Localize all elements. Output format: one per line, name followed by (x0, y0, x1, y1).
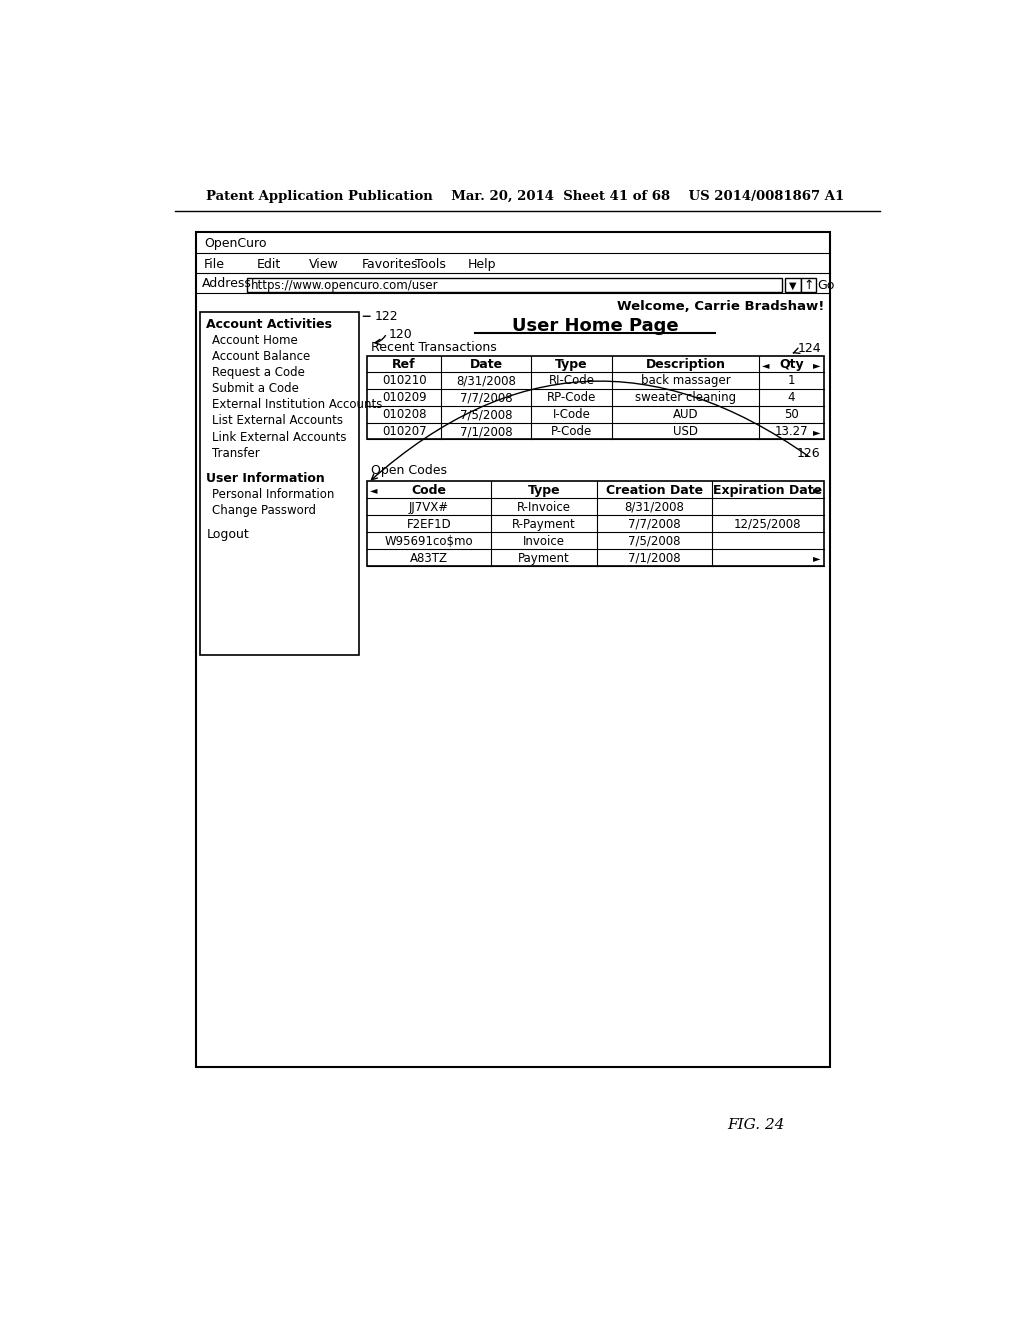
Text: 010208: 010208 (382, 408, 426, 421)
Text: Payment: Payment (518, 552, 570, 565)
Text: JJ7VX#: JJ7VX# (409, 500, 450, 513)
Text: 8/31/2008: 8/31/2008 (457, 375, 516, 388)
Bar (247, 277, 782, 292)
Bar (197, 231, 830, 1067)
Text: Link External Accounts: Link External Accounts (212, 430, 347, 444)
Text: F2EF1D: F2EF1D (407, 517, 452, 531)
Text: Help: Help (467, 259, 496, 271)
Text: 122: 122 (375, 310, 398, 323)
Text: 7/7/2008: 7/7/2008 (460, 391, 513, 404)
Text: Account Activities: Account Activities (206, 318, 332, 331)
Text: Logout: Logout (206, 528, 249, 541)
Text: Submit a Code: Submit a Code (212, 381, 299, 395)
Text: sweater cleaning: sweater cleaning (635, 391, 736, 404)
Text: 50: 50 (784, 408, 799, 421)
Text: OpenCuro: OpenCuro (204, 238, 266, 251)
Text: 120: 120 (388, 329, 412, 342)
Bar (785, 277, 801, 292)
Text: Account Home: Account Home (212, 334, 298, 347)
Text: 7/5/2008: 7/5/2008 (460, 408, 513, 421)
Text: View: View (309, 259, 339, 271)
Text: Expiration Date: Expiration Date (714, 483, 822, 496)
Text: ↑: ↑ (803, 279, 814, 292)
Text: 1: 1 (787, 375, 796, 388)
Text: ►: ► (813, 553, 821, 564)
Bar (200, 313, 359, 655)
Text: RP-Code: RP-Code (547, 391, 596, 404)
Text: R-Invoice: R-Invoice (517, 500, 571, 513)
Text: Personal Information: Personal Information (212, 487, 335, 500)
Bar (801, 277, 816, 292)
Text: Favorites: Favorites (362, 259, 419, 271)
Text: User Information: User Information (206, 473, 325, 486)
Text: 010209: 010209 (382, 391, 426, 404)
Text: 13.27: 13.27 (775, 425, 808, 438)
Text: A83TZ: A83TZ (410, 552, 447, 565)
Text: FIG. 24: FIG. 24 (727, 1118, 784, 1131)
Text: 7/5/2008: 7/5/2008 (629, 535, 681, 548)
Text: RI-Code: RI-Code (549, 375, 595, 388)
Text: Type: Type (555, 358, 588, 371)
Text: back massager: back massager (641, 375, 730, 388)
Text: https://www.opencuro.com/user: https://www.opencuro.com/user (251, 279, 438, 292)
Text: List External Accounts: List External Accounts (212, 414, 343, 428)
Text: File: File (204, 259, 225, 271)
Text: Recent Transactions: Recent Transactions (371, 341, 497, 354)
Text: Tools: Tools (415, 259, 445, 271)
Text: ►: ► (813, 426, 821, 437)
Text: Open Codes: Open Codes (371, 463, 446, 477)
Text: Change Password: Change Password (212, 504, 316, 517)
Text: Creation Date: Creation Date (606, 483, 703, 496)
Text: 4: 4 (787, 391, 796, 404)
Text: 126: 126 (797, 446, 820, 459)
Text: Transfer: Transfer (212, 446, 260, 459)
Text: Go: Go (818, 279, 836, 292)
Text: Address: Address (203, 277, 252, 290)
Bar (367, 480, 824, 566)
Text: 010210: 010210 (382, 375, 426, 388)
Text: ►: ► (813, 486, 821, 495)
Bar (367, 356, 824, 440)
Text: 8/31/2008: 8/31/2008 (625, 500, 684, 513)
Text: R-Payment: R-Payment (512, 517, 577, 531)
Text: 010207: 010207 (382, 425, 426, 438)
Text: Patent Application Publication    Mar. 20, 2014  Sheet 41 of 68    US 2014/00818: Patent Application Publication Mar. 20, … (206, 190, 844, 203)
Text: Invoice: Invoice (523, 535, 565, 548)
Text: Request a Code: Request a Code (212, 366, 305, 379)
Text: W95691co$mo: W95691co$mo (385, 535, 473, 548)
Text: ◄: ◄ (762, 360, 770, 370)
Text: Qty: Qty (779, 358, 804, 371)
Text: P-Code: P-Code (551, 425, 592, 438)
Text: USD: USD (673, 425, 698, 438)
Text: 7/1/2008: 7/1/2008 (460, 425, 513, 438)
Text: Account Balance: Account Balance (212, 350, 310, 363)
Text: User Home Page: User Home Page (512, 317, 679, 335)
Text: Ref: Ref (392, 358, 416, 371)
Text: 12/25/2008: 12/25/2008 (734, 517, 802, 531)
Text: 124: 124 (798, 342, 821, 355)
Text: External Institution Accounts: External Institution Accounts (212, 399, 383, 412)
Text: Type: Type (528, 483, 560, 496)
Text: ◄: ◄ (370, 486, 377, 495)
Text: Edit: Edit (257, 259, 281, 271)
Text: ▼: ▼ (790, 280, 797, 290)
Text: ►: ► (813, 360, 821, 370)
Text: Code: Code (412, 483, 446, 496)
Text: Description: Description (646, 358, 726, 371)
Text: I-Code: I-Code (553, 408, 591, 421)
Text: 7/1/2008: 7/1/2008 (628, 552, 681, 565)
Text: Welcome, Carrie Bradshaw!: Welcome, Carrie Bradshaw! (616, 300, 824, 313)
Text: AUD: AUD (673, 408, 698, 421)
Text: Date: Date (470, 358, 503, 371)
Text: 7/7/2008: 7/7/2008 (628, 517, 681, 531)
